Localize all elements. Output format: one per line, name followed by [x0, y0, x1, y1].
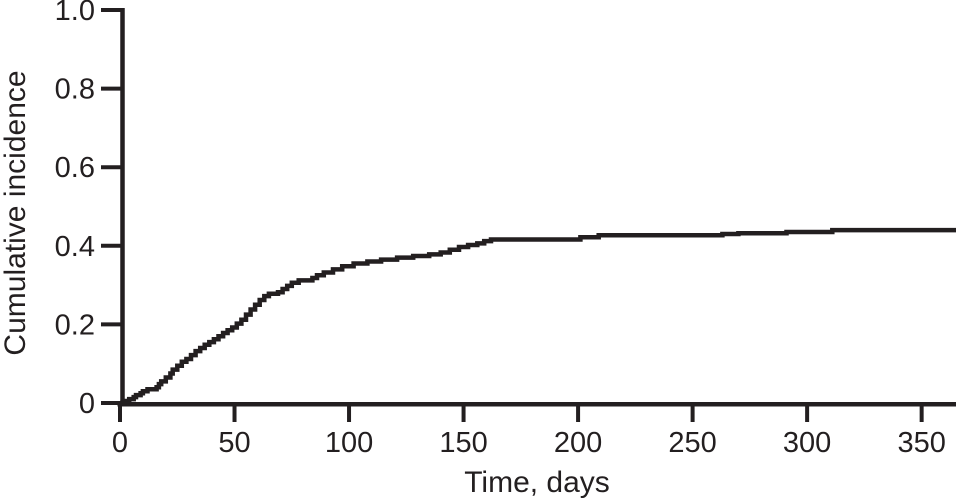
x-tick-label-150: 150: [439, 427, 487, 459]
cumulative-incidence-curve: [120, 227, 956, 406]
x-tick-label-50: 50: [218, 427, 250, 459]
x-tick-label-100: 100: [325, 427, 373, 459]
y-tick-label-0.8: 0.8: [55, 74, 95, 106]
y-tick-label-1.0: 1.0: [55, 0, 95, 27]
y-tick-label-0.6: 0.6: [55, 152, 95, 184]
x-tick-label-350: 350: [897, 427, 945, 459]
x-axis-title: Time, days: [464, 466, 610, 499]
x-tick-label-0: 0: [112, 427, 128, 459]
x-tick-label-200: 200: [554, 427, 602, 459]
x-tick-label-300: 300: [783, 427, 831, 459]
y-tick-label-0.4: 0.4: [55, 231, 95, 263]
x-tick-label-250: 250: [668, 427, 716, 459]
y-tick-label-0: 0: [79, 388, 95, 420]
y-tick-label-0.2: 0.2: [55, 309, 95, 341]
